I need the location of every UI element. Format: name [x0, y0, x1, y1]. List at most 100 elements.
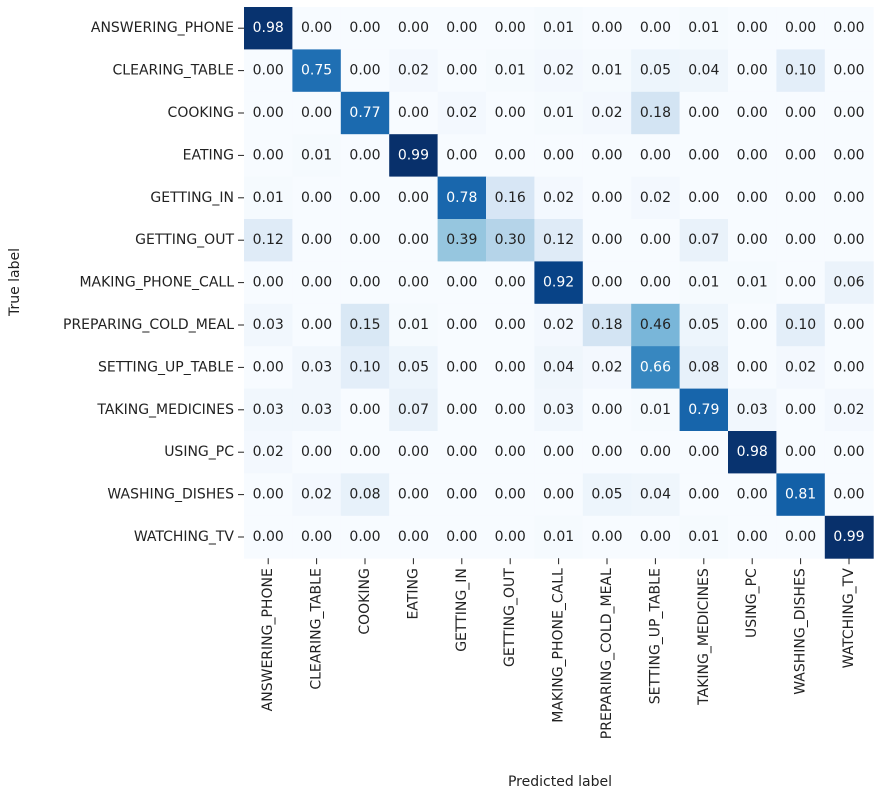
heat-cell	[534, 303, 584, 347]
heat-cell	[340, 515, 390, 559]
heat-cell	[824, 431, 874, 474]
cell-label: 0.00	[833, 359, 864, 375]
cell-label: 0.02	[640, 190, 671, 206]
heat-cell	[824, 219, 874, 262]
heat-cell	[534, 49, 584, 93]
heat-cell	[389, 388, 439, 432]
cell-label: 0.00	[301, 317, 332, 333]
heat-cell	[776, 7, 826, 50]
cell-label: 0.00	[591, 20, 622, 36]
heat-cell	[534, 388, 584, 432]
cell-label: 0.00	[446, 487, 477, 503]
cell-label: 0.00	[495, 529, 526, 545]
heat-cell	[534, 431, 584, 474]
cell-label: 0.00	[301, 529, 332, 545]
heat-cell	[486, 219, 535, 262]
heat-cell	[534, 176, 584, 220]
cell-label: 0.00	[495, 275, 526, 291]
cell-label: 0.00	[495, 359, 526, 375]
heat-cell	[437, 388, 487, 432]
heat-cell	[340, 176, 390, 220]
heat-cell	[728, 7, 777, 50]
cell-label: 0.02	[446, 105, 477, 121]
cell-label: 0.00	[446, 63, 477, 79]
cell-label: 0.00	[446, 529, 477, 545]
cell-label: 0.00	[253, 63, 284, 79]
heat-cell	[437, 303, 487, 347]
heat-cell	[486, 176, 535, 220]
heat-cell	[728, 515, 777, 559]
heat-cell	[631, 431, 681, 474]
heat-cell	[631, 219, 681, 262]
heat-cell	[776, 49, 826, 93]
cell-label: 0.00	[301, 232, 332, 248]
heat-cell	[582, 346, 632, 390]
cell-label: 0.00	[398, 529, 429, 545]
heat-cell	[582, 134, 632, 178]
cell-label: 0.00	[301, 444, 332, 460]
heat-cell	[631, 346, 681, 390]
heat-cell	[679, 388, 729, 432]
heat-cell	[486, 261, 535, 305]
heat-cell	[437, 91, 487, 135]
cell-label: 0.00	[543, 444, 574, 460]
heat-cell	[631, 134, 681, 178]
heat-cell	[437, 49, 487, 93]
heat-cell	[776, 431, 826, 474]
heat-cell	[244, 261, 293, 305]
cell-label: 0.92	[543, 275, 574, 291]
heat-cell	[582, 219, 632, 262]
heat-cell	[776, 473, 826, 517]
cell-label: 0.00	[446, 444, 477, 460]
x-tick-label: WASHING_DISHES	[793, 568, 809, 695]
cell-label: 0.03	[253, 402, 284, 418]
cell-label: 0.00	[640, 20, 671, 36]
heat-cell	[437, 515, 487, 559]
heat-cell	[582, 91, 632, 135]
heat-cell	[824, 7, 874, 50]
heat-cell	[437, 431, 487, 474]
heat-cell	[340, 49, 390, 93]
x-tick-label: EATING	[405, 568, 421, 619]
cell-label: 0.00	[785, 147, 816, 163]
cell-label: 0.01	[495, 63, 526, 79]
cell-label: 0.00	[253, 529, 284, 545]
heat-cell	[631, 176, 681, 220]
x-tick-label: ANSWERING_PHONE	[260, 568, 276, 711]
y-axis-label: True label	[7, 248, 23, 317]
heat-cell	[244, 134, 293, 178]
heat-cell	[679, 219, 729, 262]
heat-cell	[244, 346, 293, 390]
heat-cell	[486, 431, 535, 474]
heat-cell	[486, 49, 535, 93]
y-tick-label: USING_PC	[164, 444, 234, 460]
cell-label: 0.00	[833, 147, 864, 163]
cell-label: 0.02	[543, 317, 574, 333]
cell-label: 0.00	[495, 444, 526, 460]
heat-cell	[340, 303, 390, 347]
heat-cell	[582, 515, 632, 559]
x-tick-label: TAKING_MEDICINES	[696, 568, 712, 706]
heat-cell	[631, 7, 681, 50]
heat-cell	[340, 261, 390, 305]
heat-cell	[582, 7, 632, 50]
heat-cell	[776, 134, 826, 178]
cell-label: 0.15	[349, 317, 380, 333]
cell-label: 0.02	[543, 190, 574, 206]
cell-label: 0.01	[543, 105, 574, 121]
heat-cell	[486, 515, 535, 559]
heat-cell	[437, 473, 487, 517]
heat-cell	[824, 176, 874, 220]
heat-cell	[679, 261, 729, 305]
cell-label: 0.00	[688, 444, 719, 460]
heat-cell	[728, 261, 777, 305]
cell-label: 0.12	[543, 232, 574, 248]
cell-label: 0.00	[301, 190, 332, 206]
heat-cell	[728, 388, 777, 432]
heat-cell	[631, 388, 681, 432]
cell-label: 0.02	[833, 402, 864, 418]
heat-cell	[631, 91, 681, 135]
heat-cell	[679, 49, 729, 93]
cell-label: 0.00	[253, 275, 284, 291]
